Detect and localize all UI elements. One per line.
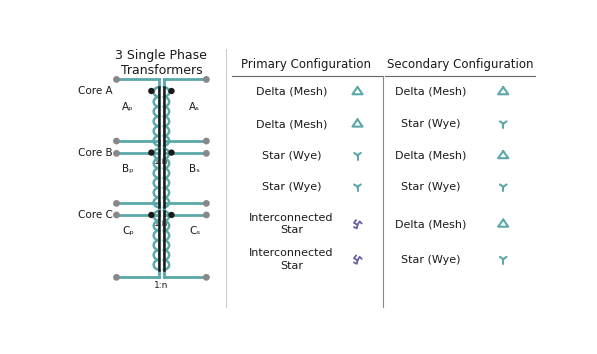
Text: 1:n: 1:n: [154, 219, 168, 228]
Circle shape: [204, 275, 209, 280]
Text: Interconnected
Star: Interconnected Star: [250, 249, 334, 271]
Circle shape: [114, 275, 119, 280]
Text: Star (Wye): Star (Wye): [262, 182, 321, 192]
Text: Star (Wye): Star (Wye): [401, 255, 461, 265]
Circle shape: [114, 201, 119, 206]
Text: 1:n: 1:n: [154, 157, 168, 166]
Circle shape: [114, 77, 119, 82]
Circle shape: [169, 212, 174, 217]
Circle shape: [169, 88, 174, 93]
Text: 3 Single Phase
Transformers: 3 Single Phase Transformers: [115, 50, 207, 78]
Text: Star (Wye): Star (Wye): [262, 151, 321, 161]
Text: Bₚ: Bₚ: [122, 164, 134, 174]
Circle shape: [114, 212, 119, 218]
Text: Delta (Mesh): Delta (Mesh): [395, 219, 467, 229]
Text: Star (Wye): Star (Wye): [401, 119, 461, 129]
Circle shape: [204, 201, 209, 206]
Text: Delta (Mesh): Delta (Mesh): [256, 119, 327, 129]
Text: Delta (Mesh): Delta (Mesh): [395, 151, 467, 161]
Text: Secondary Configuration: Secondary Configuration: [387, 58, 534, 71]
Circle shape: [204, 212, 209, 218]
Circle shape: [114, 151, 119, 156]
Text: Aₛ: Aₛ: [189, 102, 200, 112]
Circle shape: [204, 138, 209, 144]
Text: Core C: Core C: [78, 210, 113, 220]
Circle shape: [114, 138, 119, 144]
Circle shape: [204, 77, 209, 82]
Text: Delta (Mesh): Delta (Mesh): [395, 87, 467, 97]
Text: Delta (Mesh): Delta (Mesh): [256, 87, 327, 97]
Text: Aₚ: Aₚ: [122, 102, 134, 112]
Text: Interconnected
Star: Interconnected Star: [250, 213, 334, 235]
Circle shape: [169, 150, 174, 155]
Text: Primary Configuration: Primary Configuration: [241, 58, 371, 71]
Text: Star (Wye): Star (Wye): [401, 182, 461, 192]
Text: Core B: Core B: [78, 148, 113, 158]
Text: Bₛ: Bₛ: [189, 164, 200, 174]
Text: Cₛ: Cₛ: [189, 226, 201, 236]
Circle shape: [149, 212, 154, 217]
Text: Core A: Core A: [78, 86, 113, 96]
Circle shape: [149, 88, 154, 93]
Circle shape: [204, 151, 209, 156]
Text: Cₚ: Cₚ: [122, 226, 134, 236]
Circle shape: [149, 150, 154, 155]
Text: 1:n: 1:n: [154, 281, 168, 290]
